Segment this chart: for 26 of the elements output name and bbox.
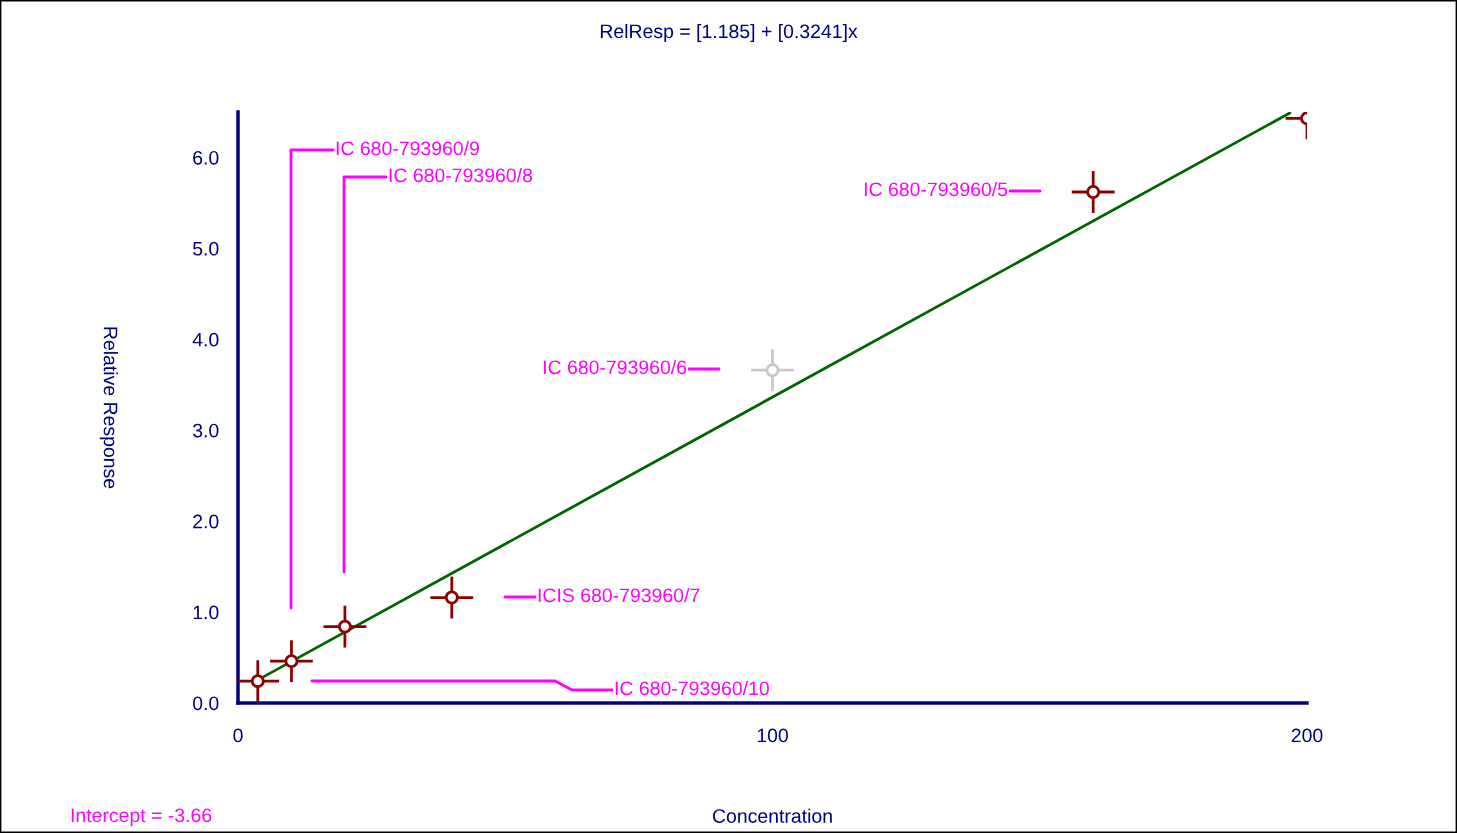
x-axis-title: Concentration [712, 808, 832, 823]
x-tick-label: 200 [1291, 728, 1323, 743]
point [337, 619, 352, 634]
point [1086, 185, 1101, 199]
x-tick-label: 100 [757, 728, 788, 743]
chart-title: RelResp = [1.185] + [0.3241]x [600, 23, 858, 43]
y-tick-label: 0.0 [192, 696, 219, 711]
annotation: IC 680-793960/5 [864, 181, 1008, 197]
x-tick-label: 0 [233, 728, 243, 743]
point [284, 654, 299, 669]
point [765, 363, 780, 378]
y-tick-label: 2.0 [193, 514, 219, 529]
point [250, 674, 265, 689]
text: Intercept = -3.66 [71, 808, 212, 827]
y-axis-title: Relative Response [99, 327, 118, 489]
point [444, 590, 459, 605]
annotation: IC 680-793960/6 [543, 359, 687, 375]
y-tick-label: 3.0 [192, 423, 219, 438]
y-tick-label: 6.0 [193, 150, 219, 165]
y-tick-label: 4.0 [192, 332, 219, 347]
annotation: IC 680-793960/8 [389, 167, 533, 183]
annotation: IC 680-793960/9 [336, 140, 479, 156]
y-tick-label: 5.0 [193, 241, 219, 256]
annotation: IC 680-793960/10 [615, 680, 769, 696]
y-tick-label: 1.0 [193, 605, 219, 620]
annotation: ICIS 680-793960/7 [538, 587, 700, 603]
